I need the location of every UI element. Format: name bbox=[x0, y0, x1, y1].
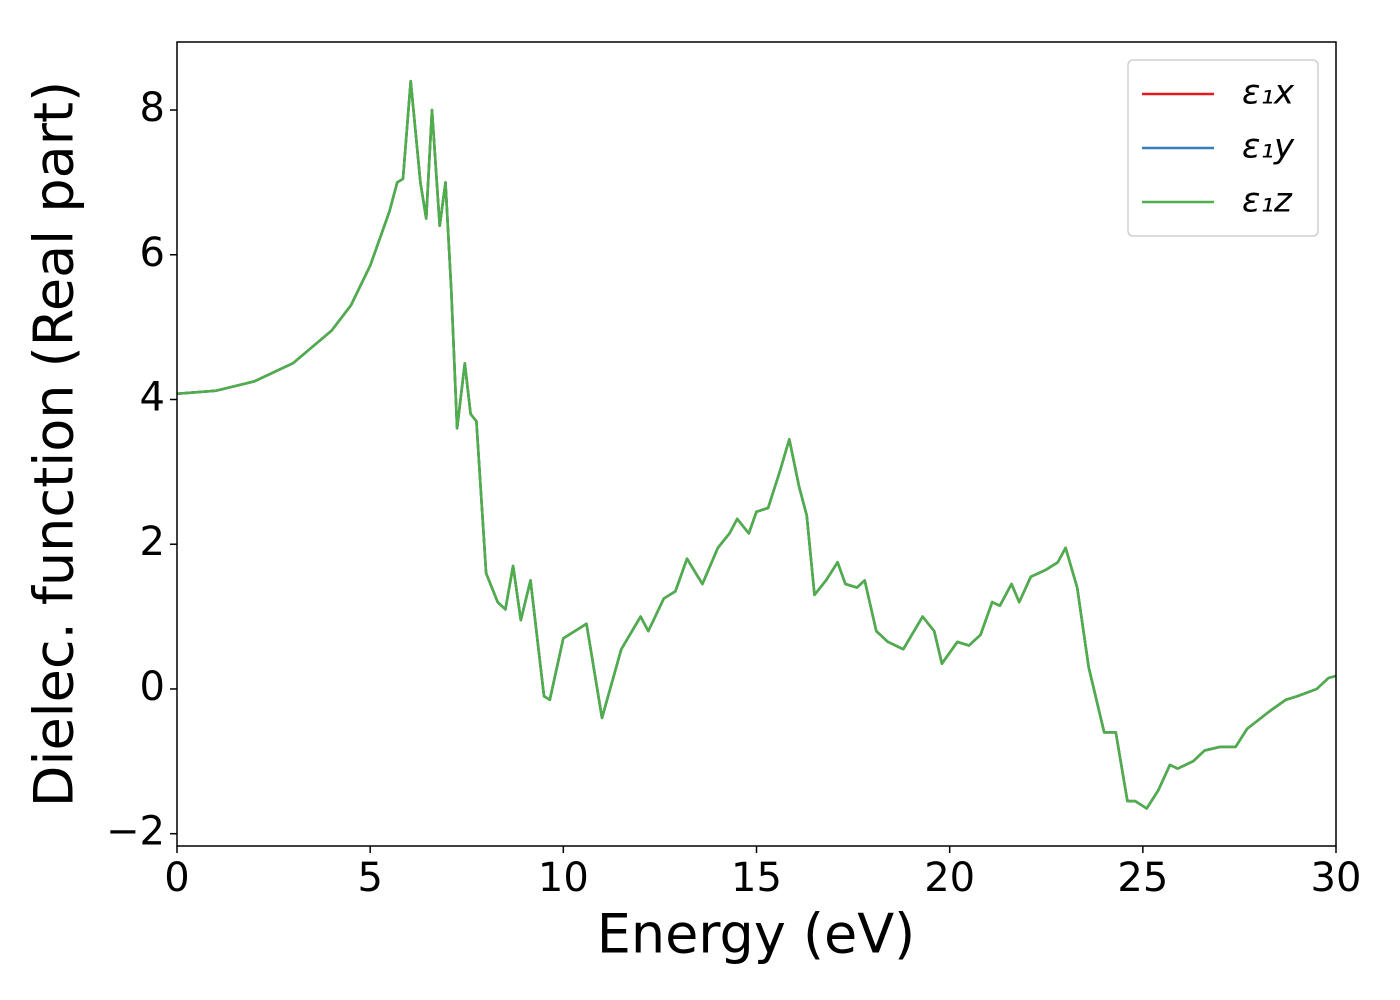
x-tick-label: 30 bbox=[1311, 855, 1362, 901]
x-tick-label: 20 bbox=[924, 855, 975, 901]
y-tick-label: −2 bbox=[106, 809, 165, 855]
legend-label: ε₁y bbox=[1242, 127, 1295, 167]
x-tick-label: 25 bbox=[1117, 855, 1168, 901]
x-tick-label: 10 bbox=[538, 855, 589, 901]
y-tick-label: 4 bbox=[140, 374, 165, 420]
legend: ε₁x ε₁y ε₁z bbox=[1127, 59, 1319, 237]
y-tick-label: 0 bbox=[140, 664, 165, 710]
legend-box bbox=[1127, 59, 1319, 237]
x-tick-label: 5 bbox=[357, 855, 382, 901]
x-tick-label: 15 bbox=[731, 855, 782, 901]
x-axis-label: Energy (eV) bbox=[597, 903, 916, 966]
data-line bbox=[176, 79, 1337, 810]
plot-frame bbox=[176, 41, 1337, 847]
x-tick-label: 0 bbox=[164, 855, 189, 901]
y-tick-label: 8 bbox=[140, 85, 165, 131]
y-tick-label: 2 bbox=[140, 519, 165, 565]
legend-label: ε₁x bbox=[1242, 73, 1295, 113]
y-tick-label: 6 bbox=[140, 230, 165, 276]
legend-label: ε₁z bbox=[1242, 181, 1293, 221]
y-axis-label: Dielec. function (Real part) bbox=[23, 81, 86, 807]
